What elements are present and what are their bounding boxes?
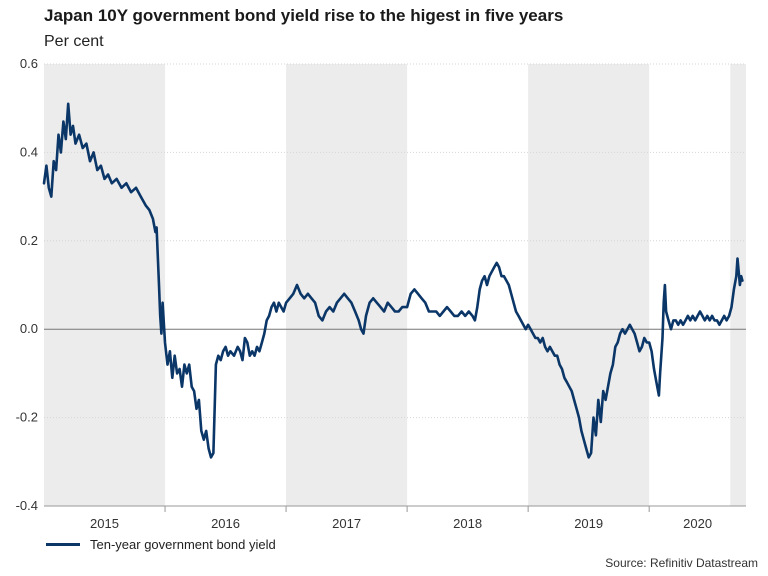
x-tick-label: 2015 xyxy=(90,516,119,531)
chart-title: Japan 10Y government bond yield rise to … xyxy=(44,6,564,25)
legend-swatch xyxy=(46,543,80,546)
x-tick-label: 2017 xyxy=(332,516,361,531)
x-tick-label: 2018 xyxy=(453,516,482,531)
y-tick-label: -0.4 xyxy=(16,498,38,513)
x-tick-label: 2016 xyxy=(211,516,240,531)
y-tick-label: 0.0 xyxy=(20,321,38,336)
source-note: Source: Refinitiv Datastream xyxy=(605,556,758,570)
legend: Ten-year government bond yield xyxy=(46,537,276,552)
y-tick-label: -0.2 xyxy=(16,410,38,425)
shaded-year-band xyxy=(286,64,408,506)
shaded-year-band xyxy=(44,64,166,506)
series-line xyxy=(42,102,744,459)
shaded-year-band xyxy=(730,64,746,506)
x-tick-label: 2020 xyxy=(683,516,712,531)
shaded-year-band xyxy=(528,64,650,506)
chart-subtitle: Per cent xyxy=(44,33,104,50)
x-tick-label: 2019 xyxy=(574,516,603,531)
y-tick-label: 0.6 xyxy=(20,56,38,71)
y-tick-label: 0.2 xyxy=(20,233,38,248)
legend-label: Ten-year government bond yield xyxy=(90,537,276,552)
y-tick-label: 0.4 xyxy=(20,144,38,159)
